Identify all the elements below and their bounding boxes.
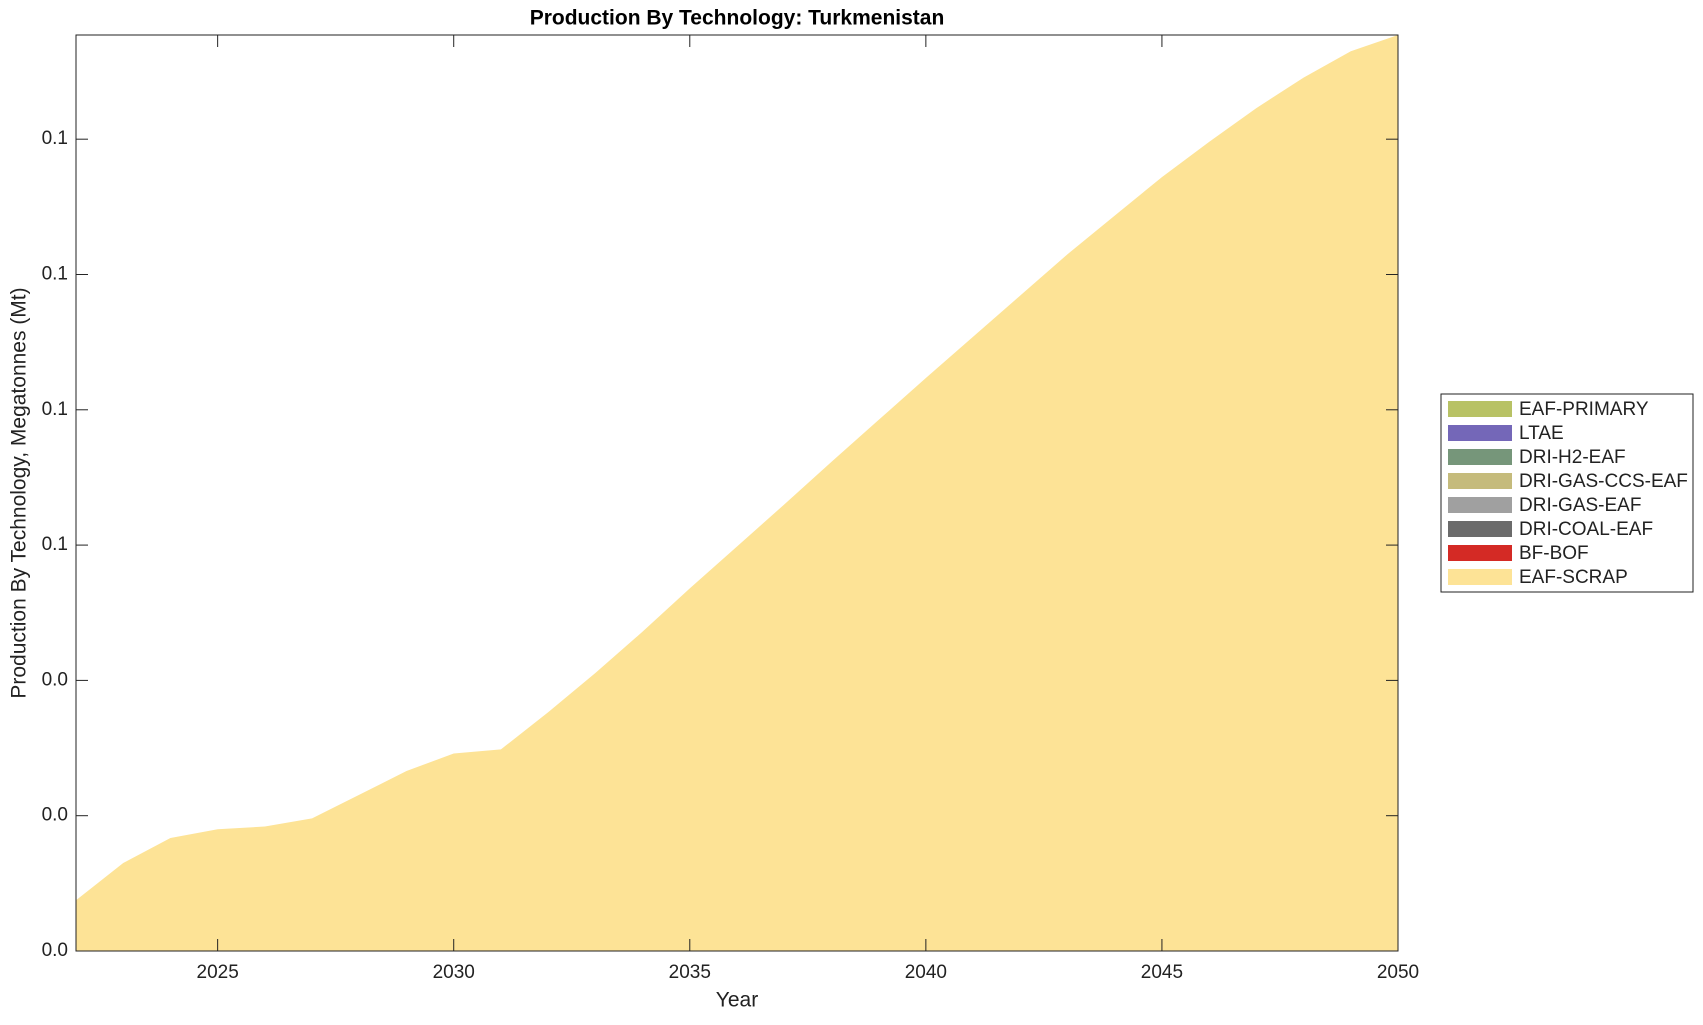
x-tick-label: 2050 xyxy=(1377,962,1419,983)
legend-label: BF-BOF xyxy=(1519,543,1589,564)
plot-frame xyxy=(75,34,1399,952)
legend-label: DRI-GAS-CCS-EAF xyxy=(1519,471,1688,492)
legend-swatch xyxy=(1448,401,1512,417)
x-tick-label: 2040 xyxy=(905,962,947,983)
legend-swatch xyxy=(1448,473,1512,489)
legend-label: DRI-H2-EAF xyxy=(1519,447,1626,468)
x-tick-label: 2025 xyxy=(197,962,239,983)
legend-swatch xyxy=(1448,569,1512,585)
x-tick-label: 2035 xyxy=(669,962,711,983)
chart-title: Production By Technology: Turkmenistan xyxy=(530,7,945,30)
legend-label: EAF-PRIMARY xyxy=(1519,399,1649,420)
legend-label: DRI-COAL-EAF xyxy=(1519,519,1653,540)
legend-swatch xyxy=(1448,449,1512,465)
y-tick-label: 0.1 xyxy=(42,534,68,555)
y-tick-label: 0.0 xyxy=(42,805,68,826)
y-tick-label: 0.1 xyxy=(42,399,68,420)
legend-swatch xyxy=(1448,521,1512,537)
x-tick-label: 2030 xyxy=(433,962,475,983)
legend-swatch xyxy=(1448,425,1512,441)
area xyxy=(76,35,1398,951)
legend-label: LTAE xyxy=(1519,423,1564,444)
legend-swatch xyxy=(1448,545,1512,561)
legend-swatch xyxy=(1448,497,1512,513)
y-axis-label: Production By Technology, Megatonnes (Mt… xyxy=(8,287,31,698)
x-axis-label: Year xyxy=(716,989,758,1012)
legend-label: DRI-GAS-EAF xyxy=(1519,495,1641,516)
y-tick-label: 0.1 xyxy=(42,264,68,285)
y-tick-label: 0.1 xyxy=(42,128,68,149)
legend-label: EAF-SCRAP xyxy=(1519,567,1628,588)
y-tick-label: 0.0 xyxy=(42,669,68,690)
y-tick-label: 0.0 xyxy=(42,940,68,961)
x-tick-label: 2045 xyxy=(1141,962,1183,983)
